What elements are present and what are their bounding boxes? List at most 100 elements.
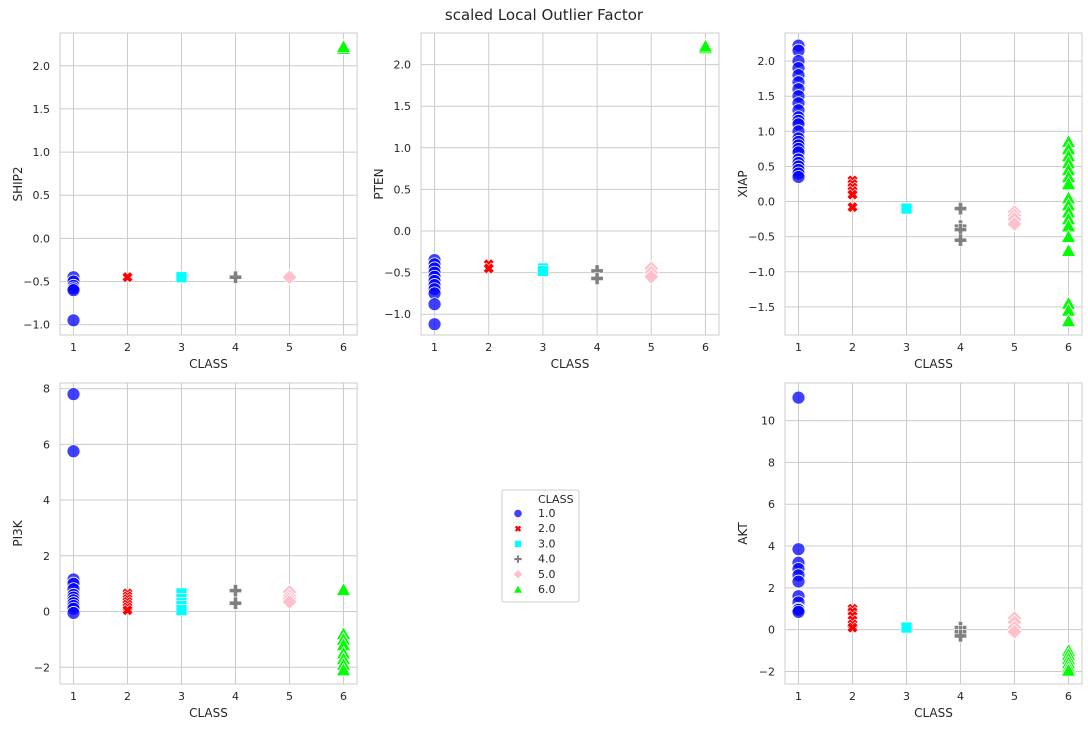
point-class-6-0 — [1060, 228, 1077, 243]
y-tick-label: −1.5 — [748, 301, 775, 314]
y-tick-label: 0.5 — [758, 160, 776, 173]
point-class-6-0 — [335, 581, 352, 596]
point-class-2-0 — [846, 188, 859, 201]
x-tick-label: 3 — [903, 341, 910, 354]
legend-entry: 1.0 — [513, 507, 556, 520]
y-tick-label: 4 — [43, 494, 50, 507]
legend-label: 5.0 — [538, 568, 556, 581]
y-tick-label: 8 — [768, 456, 775, 469]
y-tick-label: 2.0 — [758, 55, 776, 68]
panel-ship2: 1 2 3 4 5 6 −1.0 −0.5 0.0 0.5 1.0 1.5 2.0 CLASS SHIP2 — [11, 32, 358, 371]
point-class-1-0 — [66, 313, 81, 328]
legend-entry: 2.0 — [514, 522, 556, 535]
legend: CLASS 1.0 2.0 3.0 4.0 5.0 6.0 — [501, 489, 580, 603]
y-tick-label: 1.5 — [758, 90, 776, 103]
y-tick-label: 4 — [768, 540, 775, 553]
legend-marker-x — [514, 524, 522, 533]
point-class-4-0 — [954, 202, 967, 216]
x-axis-label: CLASS — [551, 357, 590, 371]
point-class-6-0 — [1060, 312, 1077, 328]
point-class-5-0 — [643, 268, 660, 285]
y-tick-label: −1.0 — [384, 308, 411, 321]
axes-frame — [784, 32, 1083, 336]
point-class-6-0 — [697, 38, 714, 53]
legend-label: 1.0 — [538, 507, 556, 520]
x-tick-label: 6 — [1065, 690, 1072, 703]
point-class-1-0 — [66, 387, 81, 402]
point-class-4-0 — [229, 596, 242, 610]
panel-pi3k: 1 2 3 4 5 6 −2 0 2 4 6 8 CLASS PI3K — [11, 382, 358, 720]
point-class-1-0 — [791, 542, 806, 557]
x-axis-label: CLASS — [914, 706, 953, 720]
point-class-2-0 — [846, 201, 859, 214]
legend-marker-plus — [513, 554, 523, 564]
point-class-1-0 — [427, 297, 442, 312]
x-tick-label: 4 — [232, 341, 239, 354]
legend-label: 3.0 — [538, 537, 556, 550]
x-tick-label: 1 — [70, 341, 77, 354]
y-tick-label: 1.0 — [33, 146, 51, 159]
x-tick-label: 1 — [70, 690, 77, 703]
x-tick-label: 2 — [124, 341, 131, 354]
y-tick-label: −0.5 — [384, 267, 411, 280]
point-class-2-0 — [121, 604, 134, 617]
legend-entry: 5.0 — [512, 568, 556, 581]
x-axis-label: CLASS — [189, 357, 228, 371]
y-tick-label: 2.0 — [33, 60, 51, 73]
y-tick-label: −0.5 — [748, 231, 775, 244]
y-tick-label: 0.5 — [33, 189, 51, 202]
x-tick-label: 3 — [903, 690, 910, 703]
y-tick-label: 0 — [43, 606, 50, 619]
figure-suptitle: scaled Local Outlier Factor — [445, 6, 644, 24]
y-tick-label: 2.0 — [394, 59, 412, 72]
y-tick-label: −1.0 — [23, 319, 50, 332]
point-class-5-0 — [1006, 215, 1023, 233]
x-tick-label: 4 — [957, 690, 964, 703]
point-class-3-0 — [900, 621, 913, 634]
axes-frame — [784, 382, 1083, 685]
x-tick-label: 1 — [795, 690, 802, 703]
y-tick-label: −0.5 — [23, 276, 50, 289]
x-tick-label: 2 — [485, 341, 492, 354]
y-tick-label: 0.0 — [758, 196, 776, 209]
axes-frame — [420, 32, 720, 336]
x-tick-label: 5 — [1011, 690, 1018, 703]
point-class-1-0 — [791, 574, 806, 589]
y-tick-label: 2 — [768, 582, 775, 595]
y-tick-label: 0.0 — [33, 232, 51, 245]
x-tick-label: 4 — [594, 341, 601, 354]
y-tick-label: 2 — [43, 550, 50, 563]
point-class-6-0 — [335, 38, 352, 53]
x-tick-label: 2 — [849, 690, 856, 703]
point-class-6-0 — [1060, 242, 1077, 257]
y-tick-label: 1.0 — [394, 142, 412, 155]
point-class-2-0 — [121, 271, 134, 284]
y-tick-label: −1.0 — [748, 266, 775, 279]
point-class-6-0 — [1060, 176, 1077, 191]
point-class-2-0 — [846, 621, 859, 634]
point-class-3-0 — [536, 265, 549, 277]
y-tick-label: 1.5 — [33, 103, 51, 116]
point-class-3-0 — [900, 202, 913, 215]
point-class-4-0 — [590, 271, 604, 285]
y-axis-label: PTEN — [372, 168, 386, 199]
x-tick-label: 4 — [957, 341, 964, 354]
x-tick-label: 1 — [431, 341, 438, 354]
axes-frame — [59, 32, 358, 336]
legend-marker-circle — [513, 508, 523, 519]
x-tick-label: 5 — [1011, 341, 1018, 354]
x-tick-label: 3 — [178, 341, 185, 354]
legend-marker-triangle — [512, 584, 524, 594]
panel-xiap: 1 2 3 4 5 6 −1.5 −1.0 −0.5 0.0 0.5 1.0 1.5 2.0 CLASS XI… — [736, 32, 1083, 371]
y-tick-label: 0 — [768, 624, 775, 637]
x-tick-label: 5 — [286, 690, 293, 703]
point-class-1-0 — [66, 606, 81, 620]
y-tick-label: 6 — [768, 498, 775, 511]
legend-marker-diamond — [512, 568, 524, 580]
axes-frame — [59, 382, 358, 685]
x-tick-label: 6 — [702, 341, 709, 354]
y-axis-label: AKT — [736, 522, 750, 545]
y-tick-label: −2 — [759, 665, 775, 678]
x-tick-label: 6 — [1065, 341, 1072, 354]
